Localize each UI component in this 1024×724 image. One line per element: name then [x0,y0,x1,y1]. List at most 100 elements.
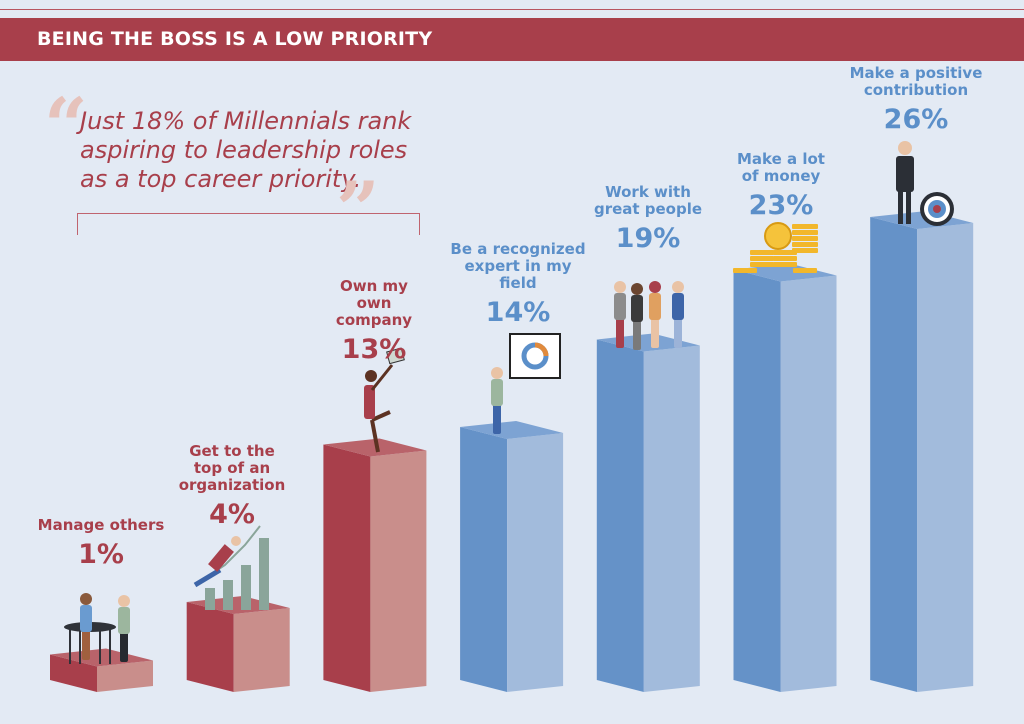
top-rule [0,9,1024,10]
employee-figure-legs [120,632,128,662]
climber-torso [208,544,234,572]
group-person-3-legs [651,318,659,348]
group-person-1-torso [614,293,626,320]
bar-6-right-face [917,223,974,692]
presenter-figure-legs [493,404,501,434]
bar-5-left-face [733,269,781,692]
woman-leg-2 [371,410,391,422]
category-label: Be a recognized expert in my field [450,240,586,292]
growth-bar-1 [223,580,233,610]
bar-0-top-face [50,648,153,667]
group-person-2-torso [631,295,643,322]
category-label: Get to the top of an organization [178,442,286,494]
coin-icon [764,222,792,250]
bar-label-2: Own my own company 13% [324,278,424,365]
businessman-leg [898,190,903,224]
value-label: 13% [341,334,407,365]
climber-head [231,536,241,546]
group-person-1-head [614,281,626,293]
value-label: 19% [615,223,681,254]
bar-1-left-face [186,602,234,692]
coin-stack-0 [733,268,757,273]
bar-2-left-face [323,444,371,692]
presentation-board-icon [509,333,561,379]
woman-arm [370,364,394,391]
growth-bar-2 [241,565,251,610]
group-person-2-head [631,283,643,295]
value-label: 26% [883,104,949,135]
category-label: Make a lot of money [737,150,825,185]
coin-stack-tall [792,236,818,241]
manager-figure-head [80,593,92,605]
growth-bar-3 [259,538,269,610]
coin-stack-tall [792,224,818,229]
value-label: 23% [748,190,814,221]
category-label: Make a positive contribution [849,64,983,99]
close-quote-icon: ” [336,165,380,254]
coin-stack-tall [792,248,818,253]
quote-text: Just 18% of Millennials rank aspiring to… [80,107,412,193]
group-person-4-head [672,281,684,293]
page-title: BEING THE BOSS IS A LOW PRIORITY [37,28,433,50]
bar-4-right-face [643,345,700,692]
group-person-1-legs [616,318,624,348]
climber-leg [193,567,222,588]
coin-stack-2 [773,250,797,255]
coin-stack-1 [750,262,774,267]
growth-bar-0 [205,588,215,610]
target-icon [933,205,941,213]
donut-segment [534,342,549,357]
coin-stack-2 [773,256,797,261]
employee-figure-head [118,595,130,607]
businessman-suit [896,156,914,192]
tablet-icon [386,347,405,365]
bar-5-right-face [780,275,837,692]
employee-figure-torso [118,607,130,634]
group-person-4-legs [674,318,682,348]
bar-3-right-face [507,433,564,692]
businessman-head [898,141,912,155]
bar-0-left-face [50,654,97,692]
value-label: 1% [78,539,124,570]
bar-3-top-face [460,421,564,439]
bar-label-3: Be a recognized expert in my field 14% [448,241,588,328]
manager-figure-legs [82,630,90,660]
group-person-3-head [649,281,661,293]
category-label: Manage others [37,516,165,534]
businessman-leg-2 [906,190,911,224]
coin-stack-tall [792,242,818,247]
header-band: BEING THE BOSS IS A LOW PRIORITY [0,18,1024,61]
presenter-figure-head [491,367,503,379]
bar-4-left-face [596,339,644,692]
woman-head [365,370,377,382]
category-label: Own my own company [335,277,413,329]
manager-figure-torso [80,605,92,632]
bar-3-left-face [460,427,508,692]
open-quote-icon: “ [44,81,88,170]
group-person-3-torso [649,293,661,320]
woman-dress [364,385,375,419]
bar-2-right-face [370,450,427,692]
coin-stack-1 [750,256,774,261]
category-label: Work with great people [593,183,703,218]
woman-leg [370,419,380,453]
quote-bracket [77,213,420,235]
bar-label-5: Make a lot of money 23% [736,151,826,221]
coin-stack-3 [793,268,817,273]
bar-6-left-face [870,217,918,692]
bar-5-top-face [733,263,837,282]
presenter-figure-torso [491,379,503,406]
group-person-2-legs [633,320,641,350]
bar-1-right-face [233,608,290,692]
value-label: 14% [485,297,551,328]
coin-stack-1 [750,250,774,255]
bar-6-top-face [870,211,974,229]
coin-stack-tall [792,230,818,235]
bar-label-6: Make a positive contribution 26% [846,65,986,135]
bar-0-right-face [97,660,153,692]
bar-label-0: Manage others 1% [11,517,191,570]
bar-label-1: Get to the top of an organization 4% [177,443,287,530]
bar-label-4: Work with great people 19% [593,184,703,254]
group-person-4-torso [672,293,684,320]
